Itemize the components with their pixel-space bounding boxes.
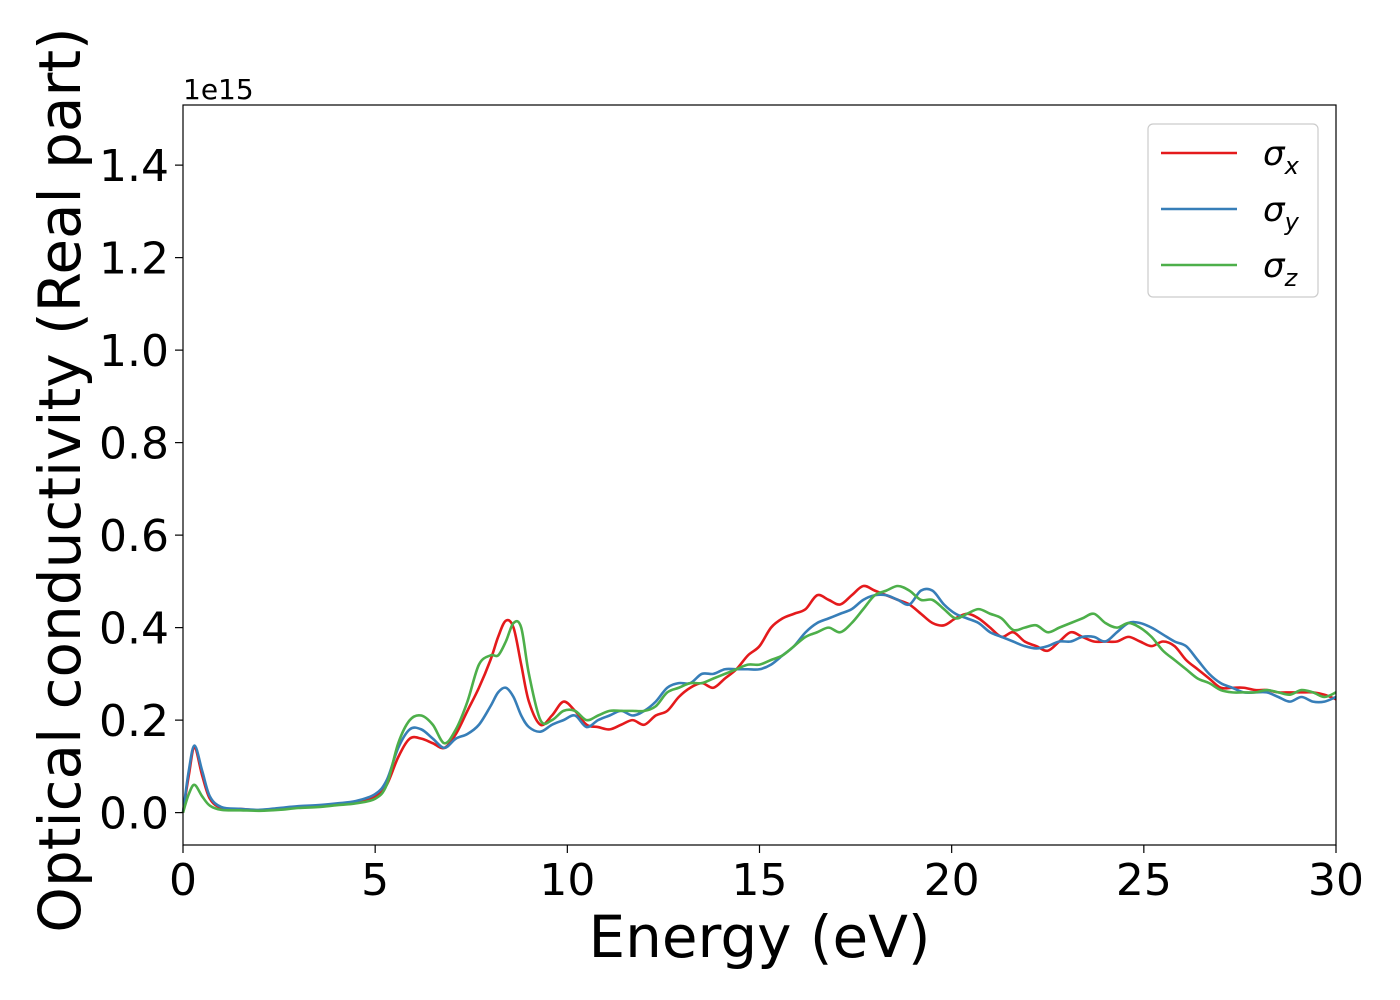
legend-item-y: σy <box>1161 190 1300 236</box>
series-line-y <box>181 587 1337 813</box>
x-tick-label: 5 <box>361 855 389 906</box>
x-tick-label: 0 <box>169 855 197 906</box>
y-axis-offset-label: 1e15 <box>183 73 254 106</box>
legend-label: σx <box>1263 134 1300 180</box>
y-tick-label: 1.2 <box>99 234 169 285</box>
x-axis-title: Energy (eV) <box>588 903 930 971</box>
x-tick-label: 30 <box>1308 855 1364 906</box>
y-tick-label: 1.4 <box>99 141 169 192</box>
series-line-x <box>181 584 1337 813</box>
y-axis-ticks: 0.0 0.2 0.4 0.6 0.8 1.0 1.2 1.4 <box>99 141 183 840</box>
legend-item-x: σx <box>1161 134 1300 180</box>
y-tick-label: 0.8 <box>99 419 169 470</box>
legend-label: σy <box>1263 190 1300 236</box>
y-tick-label: 0.6 <box>99 511 169 562</box>
y-tick-label: 0.2 <box>99 696 169 747</box>
y-tick-label: 0.0 <box>99 789 169 840</box>
series-layer <box>181 584 1337 814</box>
series-line-z <box>181 584 1337 814</box>
x-axis-ticks: 0 5 10 15 20 25 30 <box>169 845 1364 906</box>
y-axis-title: Optical conductivity (Real part) <box>26 27 94 932</box>
y-tick-label: 0.4 <box>99 604 169 655</box>
x-tick-label: 20 <box>924 855 980 906</box>
x-tick-label: 25 <box>1116 855 1172 906</box>
x-tick-label: 15 <box>732 855 788 906</box>
legend-box <box>1147 123 1319 298</box>
x-tick-label: 10 <box>539 855 595 906</box>
y-tick-label: 1.0 <box>99 326 169 377</box>
